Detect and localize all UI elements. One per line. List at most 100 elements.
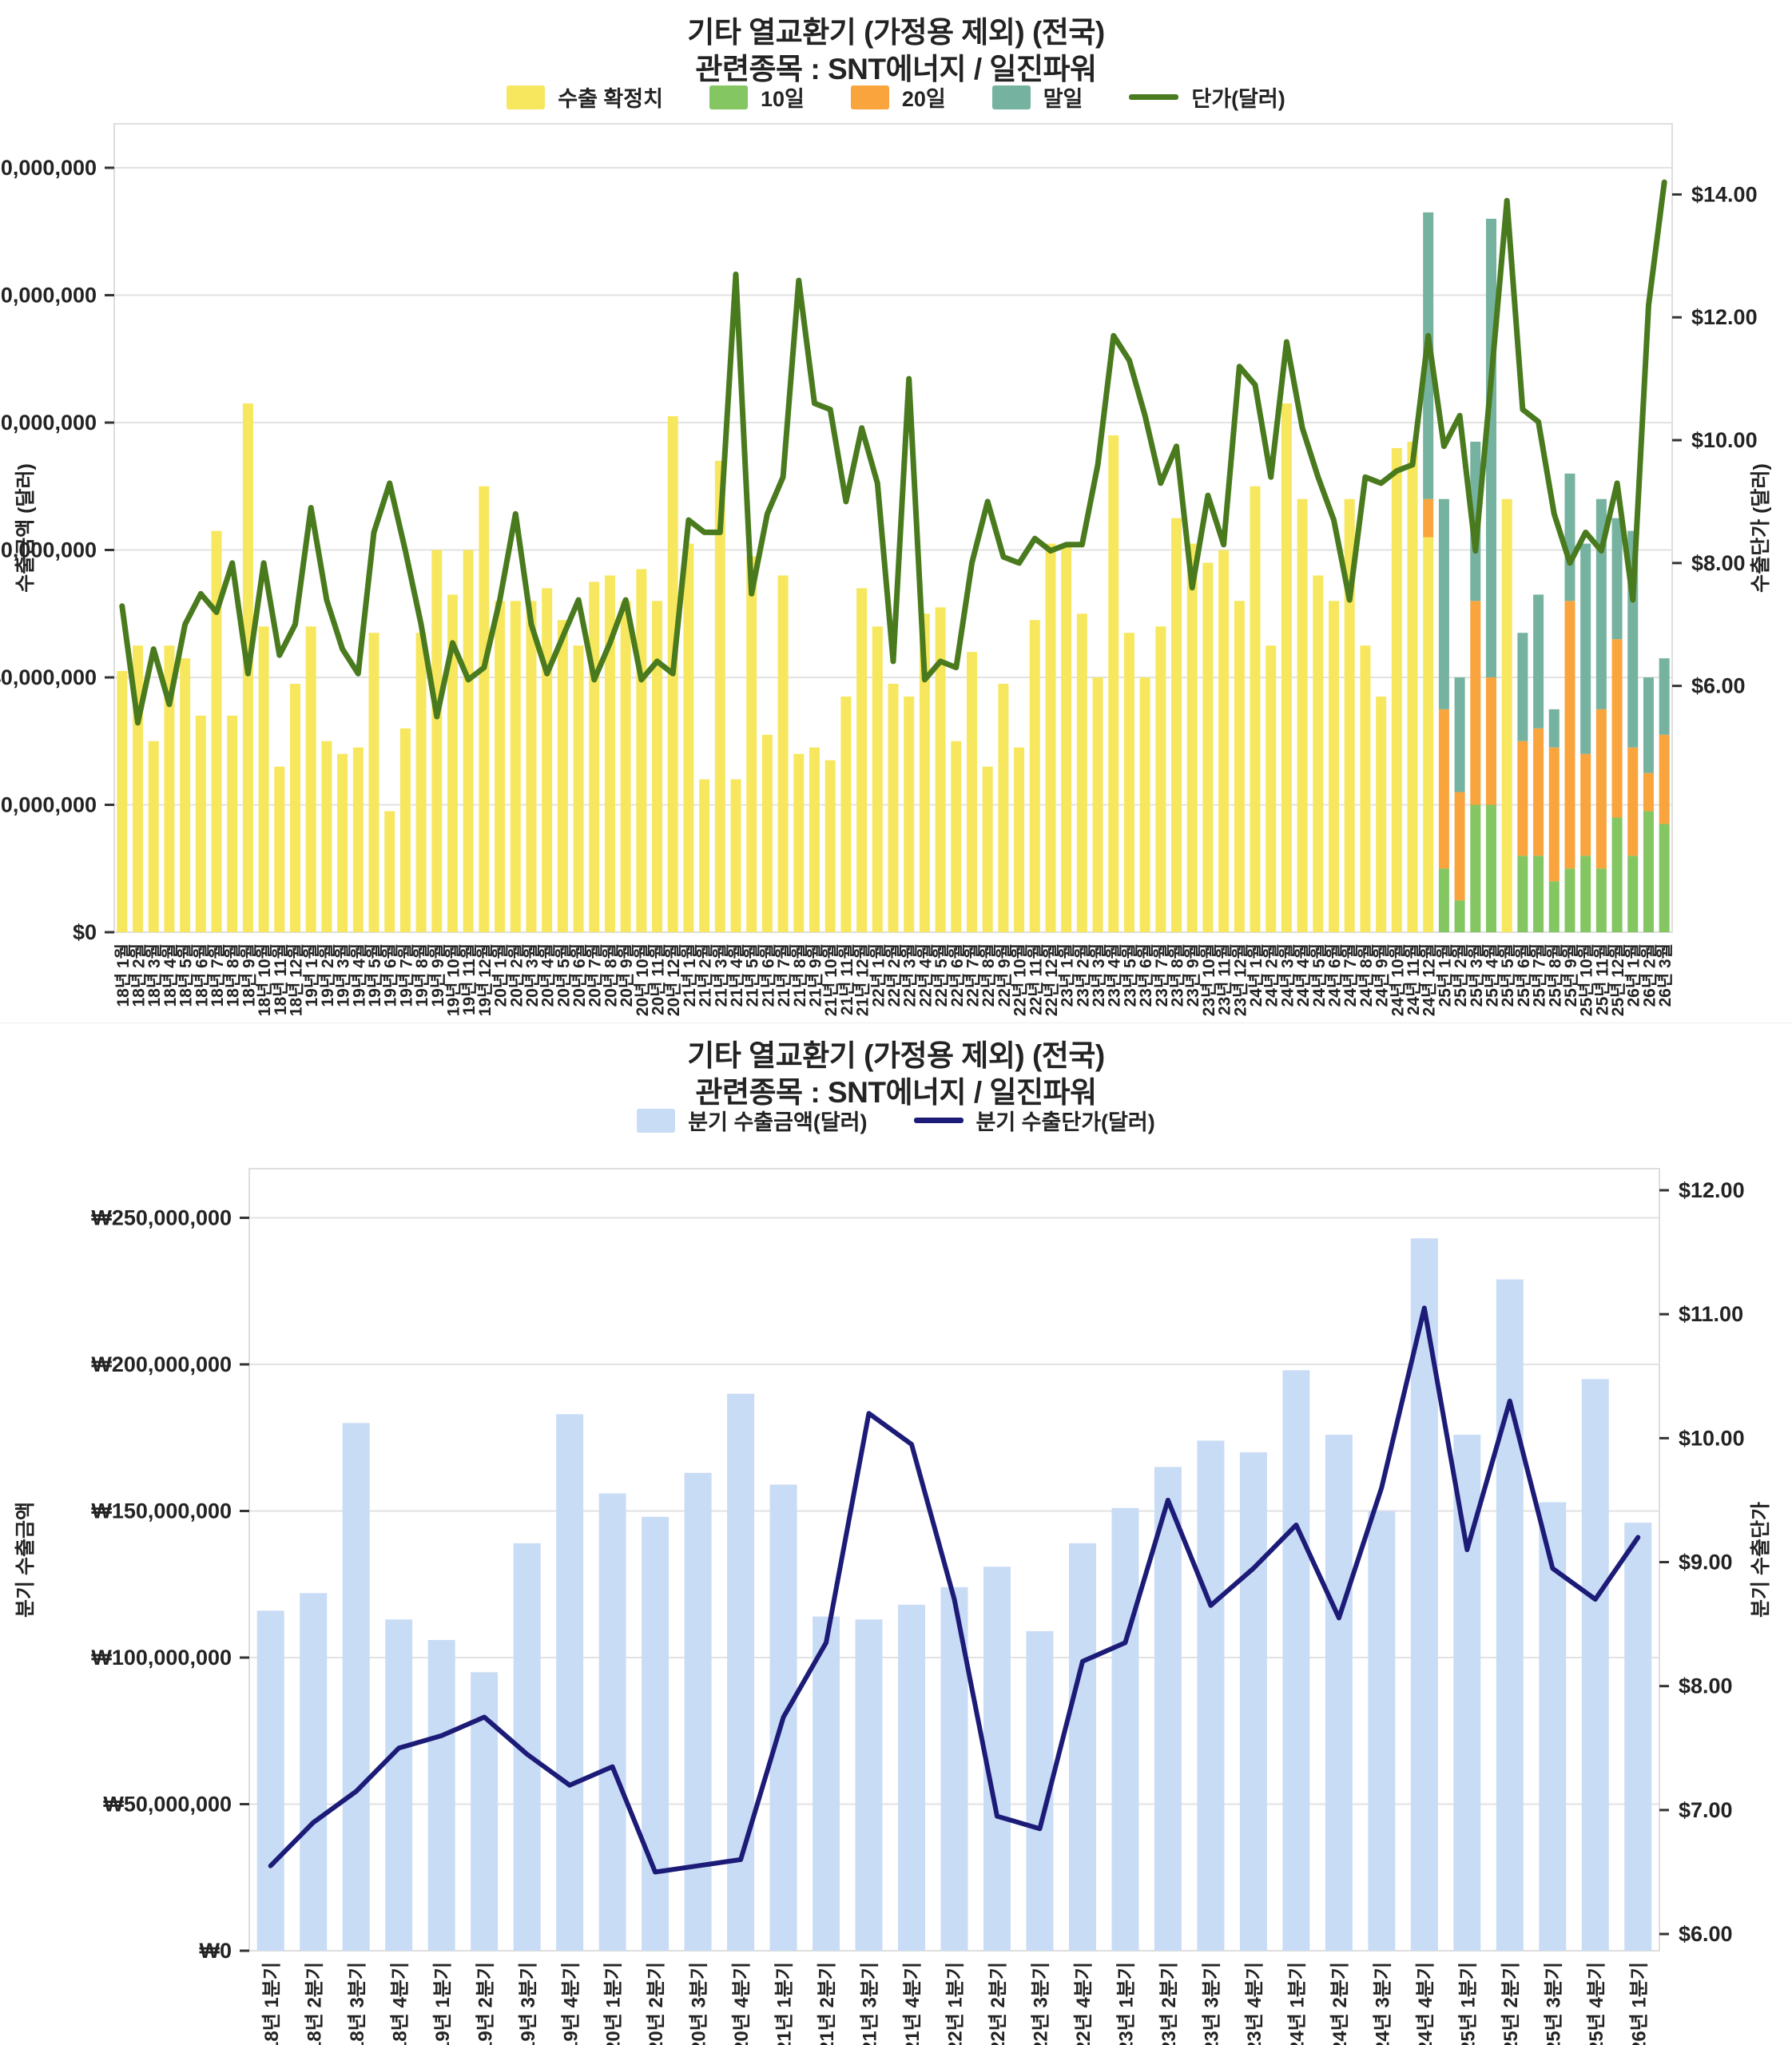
bar-segment (427, 1639, 455, 1951)
x-axis-label: 22년 7월 (964, 943, 982, 1007)
bar-segment (998, 683, 1009, 932)
legend-color-swatch (637, 1108, 676, 1133)
bar-segment (1218, 550, 1230, 932)
x-axis-label: 25년 8월 (1546, 943, 1564, 1007)
right-axis-tick-label: $12.00 (1691, 305, 1758, 329)
x-axis-label: 25년 4월 (1483, 943, 1501, 1007)
bar-segment (727, 1393, 755, 1951)
bar-segment (1564, 868, 1575, 932)
x-axis-label: 18년 3분기 (347, 1962, 368, 2045)
right-axis-title: 수출단가 (달러) (1750, 463, 1772, 593)
x-axis-label: 21년 9월 (806, 943, 824, 1007)
price-line (119, 179, 1667, 726)
x-axis-label: 20년 10월 (634, 943, 652, 1016)
x-axis-label: 19년 11월 (460, 943, 479, 1015)
x-axis-label: 19년 9월 (429, 943, 447, 1007)
x-axis-label: 21년 3월 (712, 943, 730, 1007)
legend-item: 20일 (850, 81, 946, 113)
left-axis-tick-label: $80,000,000 (0, 411, 97, 435)
x-axis-label: 25년 12월 (1609, 943, 1627, 1016)
x-axis-label: 25년 7월 (1531, 943, 1549, 1007)
bar-segment (951, 741, 962, 932)
bar-segment (385, 1619, 413, 1951)
chart-subtitle: 관련종목 : SNT에너지 / 일진파워 (695, 53, 1097, 85)
bar-segment (1659, 734, 1670, 824)
bar-segment (211, 530, 222, 932)
x-axis-label: 19년 5월 (366, 943, 384, 1007)
x-axis-label: 22년 5월 (932, 943, 951, 1007)
x-axis-label: 20년 5월 (554, 943, 573, 1007)
x-axis-label: 23년 5월 (1121, 943, 1139, 1007)
bar-segment (1548, 747, 1560, 882)
x-axis-label: 21년 10월 (822, 943, 840, 1016)
x-axis-label: 18년 2분기 (304, 1962, 325, 2045)
monthly-export-chart-panel: 기타 열교환기 (가정용 제외) (전국) 관련종목 : SNT에너지 / 일진… (0, 0, 1792, 1022)
x-axis-label: 24년 2분기 (1329, 1962, 1351, 2045)
bar-segment (1155, 626, 1166, 932)
bar-segment (904, 696, 915, 932)
left-axis-tick-label: ₩150,000,000 (91, 1499, 232, 1523)
bar-segment (556, 1414, 584, 1951)
x-axis-label: 22년 1월 (869, 943, 888, 1007)
left-axis-tick-label: ₩50,000,000 (103, 1792, 232, 1816)
x-axis-label: 23년 6월 (1137, 943, 1155, 1007)
x-axis-label: 24년 2월 (1263, 943, 1281, 1007)
bar-segment (479, 486, 490, 932)
bar-segment (1368, 1511, 1396, 1951)
bar-segment (1485, 677, 1496, 805)
bar-segment (1250, 486, 1261, 932)
bar-segment (856, 588, 868, 932)
x-axis-label: 18년 3월 (145, 943, 164, 1007)
x-axis-label: 20년 1월 (492, 943, 511, 1007)
left-axis-tick-label: $0 (73, 920, 97, 944)
x-axis-label: 24년 4월 (1294, 943, 1313, 1007)
x-axis-label: 24년 1분기 (1286, 1962, 1308, 2045)
bar-segment (1470, 601, 1481, 805)
x-axis-label: 21년 5월 (744, 943, 762, 1007)
x-axis-label: 22년 1분기 (945, 1962, 967, 2045)
x-axis-label: 23년 8월 (1169, 943, 1187, 1007)
right-axis-tick-label: $10.00 (1691, 428, 1758, 452)
left-axis-tick-label: ₩100,000,000 (91, 1646, 232, 1670)
right-axis-tick-label: $9.00 (1679, 1551, 1733, 1574)
x-axis-label: 22년 12월 (1043, 943, 1061, 1016)
legend-color-swatch (991, 85, 1031, 109)
legend-color-swatch (850, 85, 889, 109)
bar-segment (399, 728, 411, 932)
bar-segment (1517, 633, 1528, 741)
x-axis-label: 22년 4분기 (1073, 1962, 1095, 2045)
left-axis-tick-label: $120,000,000 (0, 156, 97, 180)
x-axis-label: 25년 2분기 (1500, 1962, 1522, 2045)
bar-segment (1197, 1440, 1225, 1951)
x-axis-label: 19년 12월 (476, 943, 495, 1016)
legend-label: 분기 수출단가(달러) (975, 1110, 1155, 1134)
price-line (268, 1305, 1641, 1875)
x-axis-label: 19년 10월 (444, 943, 463, 1016)
right-axis-tick-label: $11.00 (1679, 1302, 1743, 1326)
x-axis-label: 18년 1분기 (261, 1962, 283, 2045)
x-axis-label: 22년 9월 (995, 943, 1014, 1007)
legend-label: 10일 (760, 87, 805, 111)
bar-segment (1068, 1543, 1096, 1951)
bar-segment (471, 1672, 499, 1951)
x-axis-label: 26년 1분기 (1628, 1962, 1650, 2045)
bar-segment (604, 575, 615, 932)
x-axis-label: 25년 1월 (1436, 943, 1454, 1007)
bar-segment (290, 683, 301, 932)
x-axis-label: 18년 6월 (193, 943, 211, 1007)
x-axis-label: 21년 4분기 (902, 1962, 924, 2045)
bar-segment (1344, 498, 1355, 932)
x-axis-label: 24년 11월 (1405, 943, 1423, 1015)
bar-segment (274, 766, 285, 932)
x-axis-label: 22년 11월 (1027, 943, 1045, 1015)
bar-segment (1123, 633, 1134, 932)
legend-item: 수출 확정치 (507, 81, 663, 113)
bar-segment (1501, 498, 1512, 932)
x-axis-label: 19년 3월 (335, 943, 353, 1007)
bar-segment (1611, 639, 1623, 818)
bar-segment (195, 715, 206, 932)
x-axis-label: 21년 2월 (697, 943, 715, 1007)
bar-segment (1360, 645, 1371, 932)
x-axis-label: 19년 1분기 (432, 1962, 454, 2045)
